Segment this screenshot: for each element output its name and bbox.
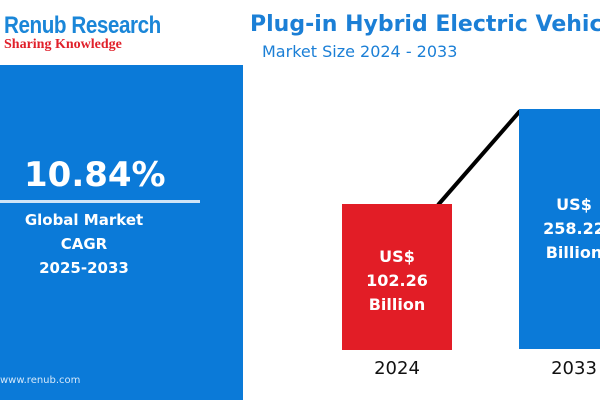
chart-title: Plug-in Hybrid Electric Vehicle (250, 12, 600, 37)
x-axis-label-2033: 2033 (551, 358, 597, 379)
bar-2033-amount: 258.22 (543, 219, 600, 238)
bar-2024-amount: 102.26 (366, 271, 428, 290)
bar-2033: US$ 258.22 Billion (519, 109, 600, 349)
website-link[interactable]: www.renub.com (0, 375, 81, 386)
cagr-value: 10.84% (24, 155, 166, 195)
chart-subtitle: Market Size 2024 - 2033 (262, 42, 458, 61)
cagr-label-line2: 2025-2033 (39, 259, 129, 277)
bar-2024-unit: Billion (368, 295, 426, 314)
bar-2033-unit: Billion (545, 243, 600, 262)
x-axis-label-2024: 2024 (374, 358, 420, 379)
cagr-divider (0, 200, 200, 203)
bar-2033-currency: US$ (556, 195, 592, 214)
cagr-label-line1: Global Market CAGR (24, 211, 144, 253)
cagr-panel (0, 65, 243, 400)
brand-logo-name: Renub Research (4, 12, 161, 39)
bar-2024: US$ 102.26 Billion (342, 204, 452, 350)
brand-tagline: Sharing Knowledge (4, 37, 122, 52)
bar-2024-currency: US$ (379, 247, 415, 266)
cagr-label: Global Market CAGR 2025-2033 (0, 208, 168, 280)
